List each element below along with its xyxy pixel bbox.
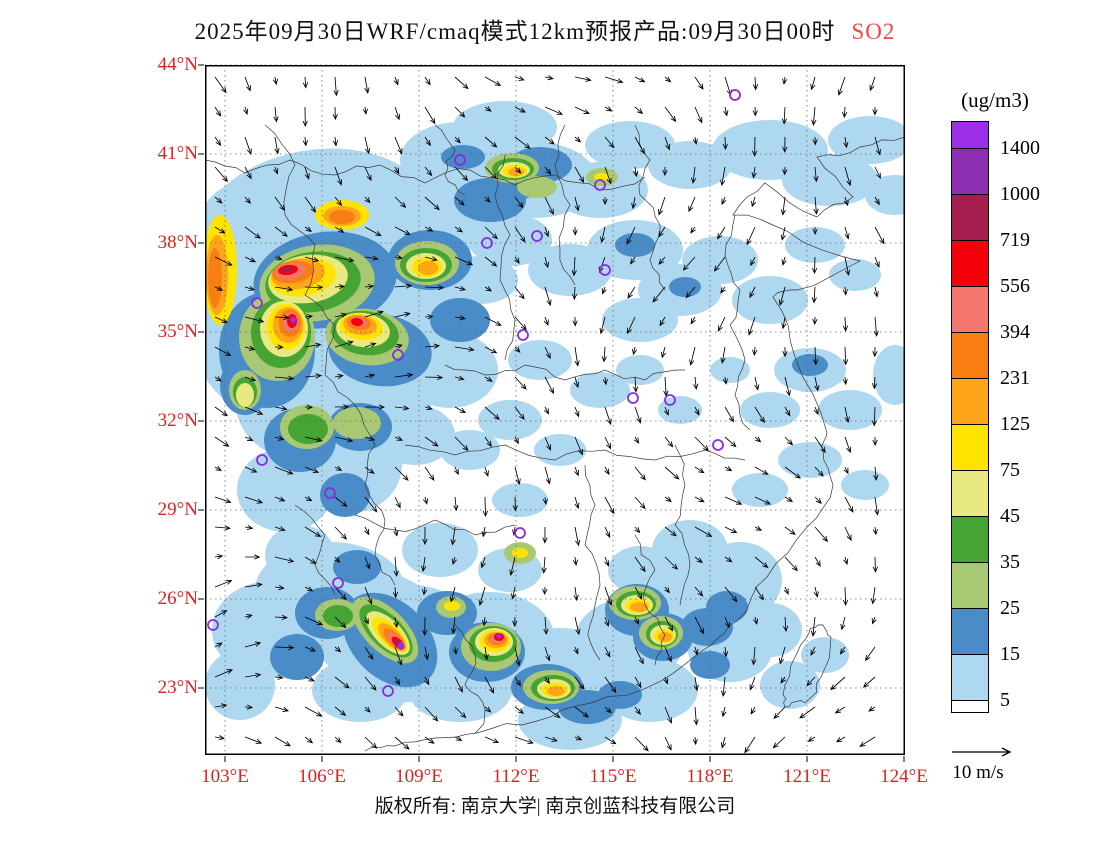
colorbar-tick-label: 25 xyxy=(1000,597,1020,619)
colorbar-tick-label: 125 xyxy=(1000,413,1030,435)
colorbar-segment: 394 xyxy=(952,286,1030,343)
colorbar-segment: 231 xyxy=(952,332,1030,389)
lat-label-26n: 26°N xyxy=(157,588,198,609)
colorbar-tick-label: 5 xyxy=(1000,689,1010,711)
page-title: 2025年09月30日WRF/cmaq模式12km预报产品:09月30日00时 S… xyxy=(0,12,1090,46)
colorbar-tick-label: 1000 xyxy=(1000,183,1040,205)
colorbar-segment: 556 xyxy=(952,240,1030,297)
colorbar-tick-label: 719 xyxy=(1000,229,1030,251)
lon-label-112e: 112°E xyxy=(492,766,540,787)
colorbar-tick-label: 75 xyxy=(1000,459,1020,481)
colorbar-segment: 45 xyxy=(952,470,1020,527)
lat-label-41n: 41°N xyxy=(157,143,198,164)
lat-label-35n: 35°N xyxy=(157,321,198,342)
colorbar-segment xyxy=(952,700,988,712)
lat-label-23n: 23°N xyxy=(157,677,198,698)
copyright-text: 版权所有: 南京大学| 南京创蓝科技有限公司 xyxy=(374,796,736,817)
colorbar-tick-label: 35 xyxy=(1000,551,1020,573)
colorbar-segment: 5 xyxy=(952,654,1010,711)
colorbar-tick-label: 394 xyxy=(1000,321,1030,343)
colorbar-tick-label: 15 xyxy=(1000,643,1020,665)
colorbar-segment: 15 xyxy=(952,608,1020,665)
wind-reference-label: 10 m/s xyxy=(952,762,1004,783)
lon-label-115e: 115°E xyxy=(589,766,637,787)
lat-label-29n: 29°N xyxy=(157,499,198,520)
colorbar-segment: 1000 xyxy=(952,148,1040,205)
lat-label-32n: 32°N xyxy=(157,410,198,431)
colorbar-tick-label: 231 xyxy=(1000,367,1030,389)
colorbar-segment: 1400 xyxy=(952,122,1040,159)
species-label: SO2 xyxy=(851,19,896,44)
so2-concentration-map xyxy=(198,64,905,762)
wind-reference-arrow-icon xyxy=(952,747,1012,757)
colorbar-segment: 75 xyxy=(952,424,1020,481)
lon-label-109e: 109°E xyxy=(395,766,443,787)
lon-label-106e: 106°E xyxy=(298,766,346,787)
lon-label-121e: 121°E xyxy=(783,766,831,787)
lon-label-103e: 103°E xyxy=(201,766,249,787)
lon-label-118e: 118°E xyxy=(686,766,734,787)
lon-label-124e: 124°E xyxy=(880,766,928,787)
colorbar-tick-label: 556 xyxy=(1000,275,1030,297)
lat-label-38n: 38°N xyxy=(157,232,198,253)
colorbar-tick-label: 1400 xyxy=(1000,137,1040,159)
colorbar-segment: 125 xyxy=(952,378,1030,435)
colorbar-segment: 35 xyxy=(952,516,1020,573)
colorbar-segment: 719 xyxy=(952,194,1030,251)
lat-label-44n: 44°N xyxy=(157,54,198,75)
colorbar: 1400 1000 719 556 394 231 125 75 45 35 2… xyxy=(951,121,1040,713)
colorbar-segment: 25 xyxy=(952,562,1020,619)
colorbar-tick-label: 45 xyxy=(1000,505,1020,527)
legend-unit-label: (ug/m3) xyxy=(961,88,1029,112)
map-canvas xyxy=(198,64,905,762)
title-text: 2025年09月30日WRF/cmaq模式12km预报产品:09月30日00时 xyxy=(194,19,836,44)
